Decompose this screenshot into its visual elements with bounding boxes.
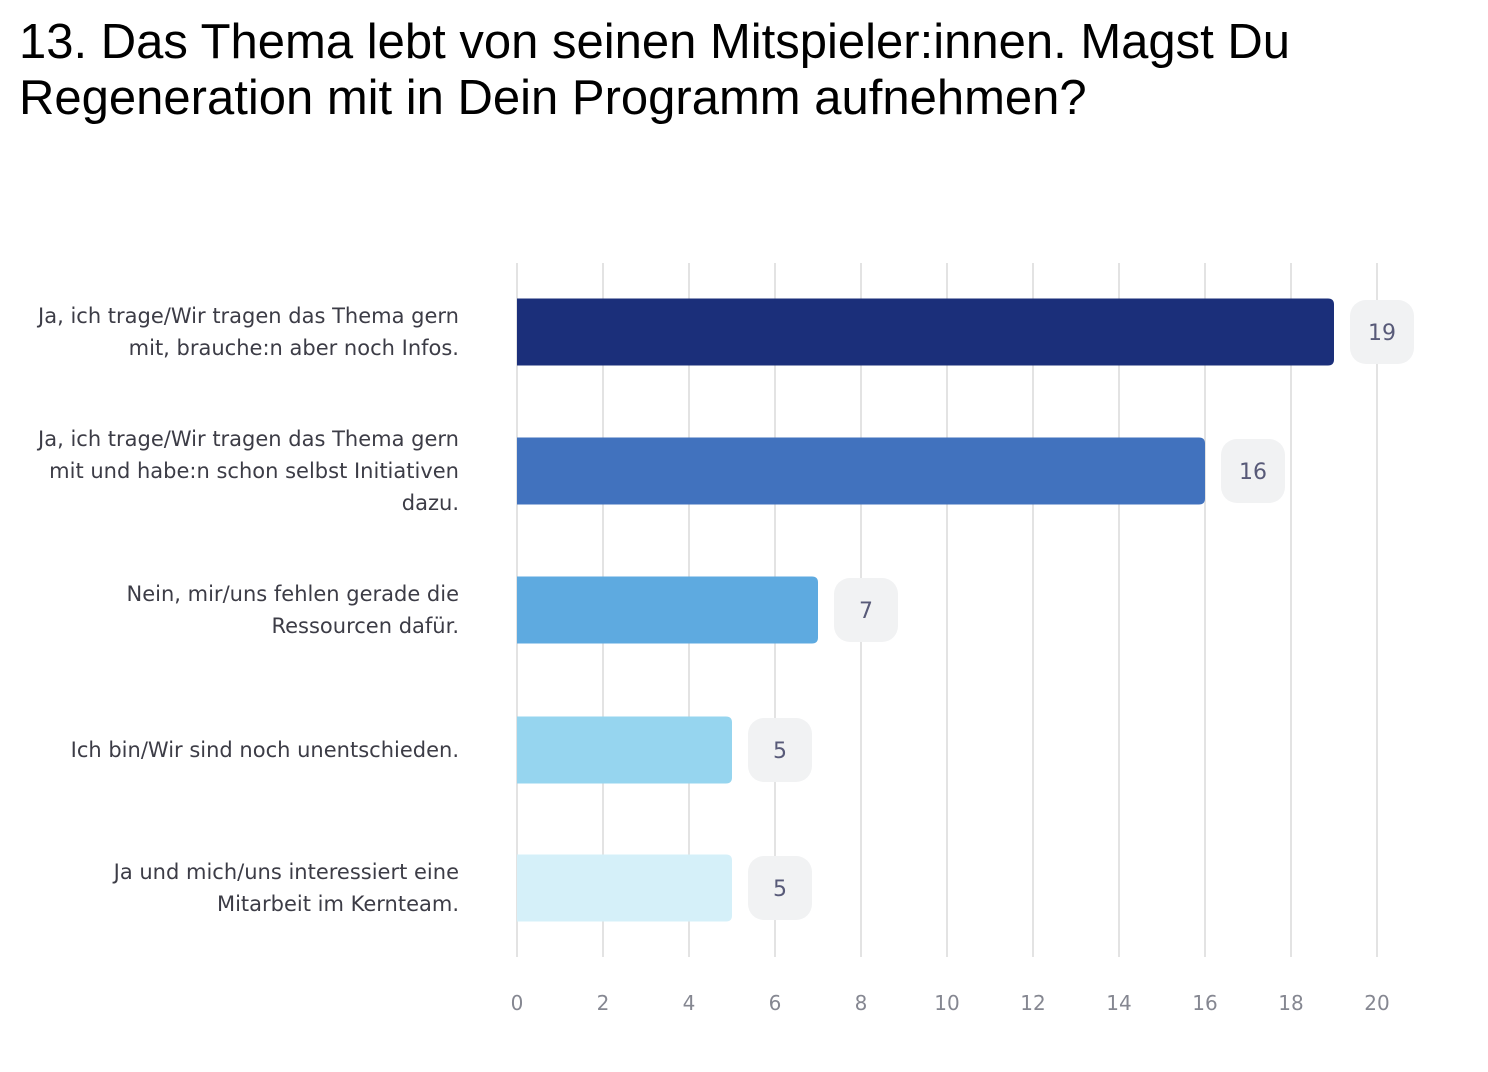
bar (517, 576, 818, 644)
x-tick-label: 2 (597, 991, 610, 1015)
bar (517, 716, 732, 784)
bar (517, 437, 1205, 505)
category-label: Ja, ich trage/Wir tragen das Thema gern … (38, 427, 459, 515)
data-label-box (1350, 300, 1414, 364)
x-tick-label: 10 (934, 991, 959, 1015)
x-tick-label: 20 (1364, 991, 1389, 1015)
data-label: 19 (1368, 321, 1396, 346)
bar (517, 854, 732, 922)
bar (517, 298, 1334, 366)
category-label: Ja, ich trage/Wir tragen das Thema gern … (38, 304, 459, 360)
data-label: 5 (773, 739, 787, 764)
data-label: 16 (1239, 460, 1267, 485)
data-label: 5 (773, 877, 787, 902)
x-tick-label: 0 (511, 991, 524, 1015)
category-label: Nein, mir/uns fehlen gerade die Ressourc… (126, 582, 459, 638)
x-tick-label: 14 (1106, 991, 1131, 1015)
x-tick-label: 18 (1278, 991, 1303, 1015)
x-tick-label: 8 (855, 991, 868, 1015)
data-label-box (748, 718, 812, 782)
x-tick-label: 16 (1192, 991, 1217, 1015)
category-label: Ja und mich/uns interessiert eine Mitarb… (113, 860, 459, 916)
x-tick-label: 6 (769, 991, 782, 1015)
x-tick-label: 4 (683, 991, 696, 1015)
data-label: 7 (859, 599, 873, 624)
x-tick-label: 12 (1020, 991, 1045, 1015)
data-label-box (1221, 439, 1285, 503)
category-label: Ich bin/Wir sind noch unentschieden. (70, 738, 459, 762)
data-label-box (834, 578, 898, 642)
chart-title: 13. Das Thema lebt von seinen Mitspieler… (19, 15, 1291, 125)
data-label-box (748, 856, 812, 920)
